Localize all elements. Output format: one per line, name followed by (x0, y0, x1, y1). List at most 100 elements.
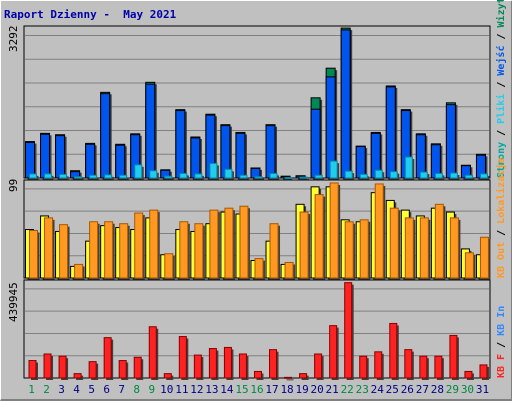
files-bar-shadow (317, 177, 325, 180)
kb-out-bar (314, 194, 324, 279)
kb-out-bar (329, 182, 339, 279)
kb-out-bar (119, 223, 129, 279)
x-tick-label: 24 (371, 383, 385, 396)
entries-bar (310, 108, 321, 179)
kb-out-bar (434, 203, 444, 279)
top-right-legend-item: Pliki (495, 94, 507, 124)
x-tick-label: 20 (311, 383, 324, 396)
x-tick-label: 14 (220, 383, 234, 396)
kb-out-bar (239, 205, 249, 279)
kb-out-bar (419, 217, 429, 279)
files-bar (149, 170, 158, 179)
kb-out-bar (389, 207, 399, 279)
middle-right-legend-item: Lokalizacje (495, 158, 507, 224)
kb-f-bar (73, 373, 82, 379)
entries-bar (85, 143, 96, 179)
files-bar (449, 172, 458, 179)
files-bar (404, 156, 413, 179)
x-tick-label: 16 (250, 383, 263, 396)
middle-right-legend-separator: / (496, 224, 507, 242)
kb-out-bar (374, 183, 384, 279)
kb-out-bar (59, 224, 69, 279)
kb-out-bar (134, 212, 144, 279)
bottom-right-legend-separator: / (496, 336, 507, 354)
x-tick-label: 5 (88, 383, 95, 396)
kb-f-bar (299, 373, 308, 379)
kb-f-bar (163, 373, 172, 379)
kb-f-bar (238, 353, 247, 379)
top-right-legend-item: Wejść (495, 46, 507, 76)
locations-bars (25, 182, 491, 280)
files-bar (269, 172, 278, 179)
files-bar (134, 164, 143, 179)
entries-bar (175, 110, 186, 179)
bottom-right-legend: KB F / KB In (496, 306, 507, 378)
kb-f-bar-shadow (286, 379, 294, 381)
x-tick-label: 29 (446, 383, 459, 396)
files-bar (344, 170, 353, 179)
kb-out-bar (284, 261, 294, 279)
files-bar-shadow (76, 178, 84, 180)
visits-bar-shadow (283, 178, 293, 180)
x-tick-label: 10 (160, 383, 173, 396)
x-tick-label: 30 (461, 383, 474, 396)
files-bar (194, 173, 203, 179)
kb-f-bar (223, 346, 232, 379)
files-bar-shadow (166, 178, 174, 180)
kb-f-bar (359, 355, 368, 379)
kb-out-bar (449, 217, 459, 279)
files-bar (89, 174, 98, 179)
files-bar (224, 168, 233, 179)
kb-out-bar (344, 221, 354, 279)
files-bar (434, 172, 443, 179)
x-tick-label: 13 (205, 383, 218, 396)
visits-bars (25, 27, 490, 181)
files-bar (464, 174, 473, 179)
entries-bar (145, 83, 156, 179)
x-tick-label: 15 (235, 383, 248, 396)
kb-f-bar (374, 351, 383, 379)
top-right-legend-separator: / (496, 124, 507, 142)
bottom-right-legend-item: KB In (496, 306, 507, 336)
kb-out-bar (464, 252, 474, 279)
middle-right-legend-item: KB Out (496, 242, 507, 278)
entries-bar (55, 135, 66, 179)
kb-f-bar (208, 348, 217, 379)
files-bar (59, 173, 68, 179)
x-tick-label: 7 (118, 383, 125, 396)
x-tick-label: 31 (476, 383, 489, 396)
kb-f-bar (269, 349, 278, 379)
kb-f-bar (253, 370, 262, 379)
kb-f-bar (344, 282, 353, 379)
entries-bar (235, 132, 246, 179)
files-bar (284, 177, 293, 180)
files-bar (239, 174, 248, 179)
x-tick-label: 28 (431, 383, 444, 396)
files-bar-shadow (256, 178, 264, 180)
kb-out-bar (299, 211, 309, 279)
kb-f-bar (103, 337, 112, 379)
kb-f-bar (43, 353, 52, 379)
files-bar (104, 174, 113, 179)
files-bar (329, 160, 338, 179)
visits-bar-shadow (298, 177, 308, 180)
files-bar (179, 172, 188, 179)
kb-f-bar (58, 355, 67, 379)
kb-out-bar (179, 221, 189, 279)
kb-out-bar (104, 221, 114, 279)
x-tick-label: 11 (175, 383, 188, 396)
entries-bar (115, 144, 126, 179)
entries-bar (385, 86, 396, 179)
entries-bar (445, 104, 456, 179)
entries-bar (340, 29, 351, 179)
entries-bar (100, 93, 111, 179)
files-bar-shadow (121, 177, 129, 180)
files-bar (119, 174, 128, 179)
files-bar (374, 169, 383, 179)
files-bar-shadow (467, 177, 475, 180)
kb-f-bar (329, 325, 338, 379)
kb-out-bar (89, 221, 99, 279)
kb-out-bar (29, 229, 38, 279)
kb-f-bar (133, 356, 142, 379)
kb-f-bar (404, 349, 413, 379)
